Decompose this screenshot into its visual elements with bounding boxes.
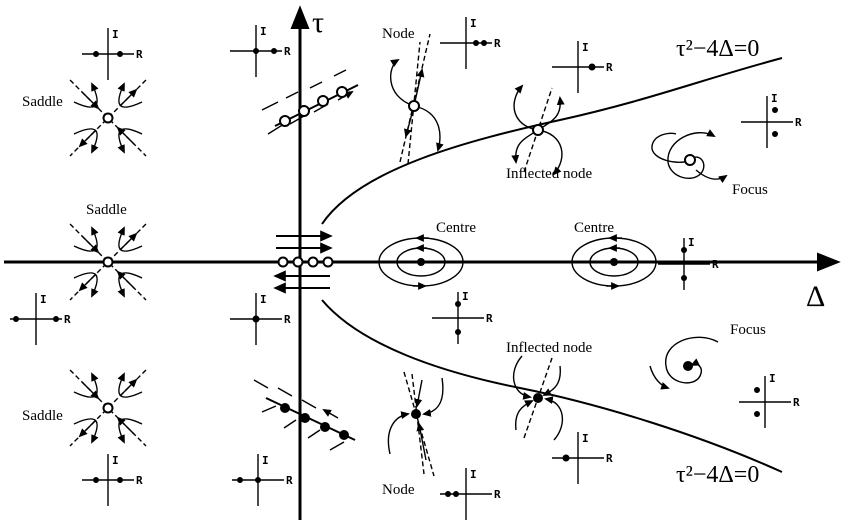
stable-focus-portrait (649, 336, 719, 390)
upper-curve-equation: τ²−4Δ=0 (676, 36, 759, 62)
centre-label-right: Centre (574, 220, 614, 236)
focus-label-lower: Focus (730, 322, 766, 338)
centre-portrait-right (571, 234, 657, 290)
saddle-portrait-top (70, 80, 146, 156)
svg-text:I: I (462, 290, 469, 303)
eigenvalue-plot-focus-lower: IR (739, 372, 800, 428)
svg-text:R: R (494, 37, 501, 50)
svg-text:I: I (112, 28, 119, 41)
eigenvalue-plot-origin: IR (230, 293, 291, 345)
focus-label-upper: Focus (732, 182, 768, 198)
svg-text:R: R (494, 488, 501, 501)
eigenvalue-plot-saddle-top: IR (82, 28, 143, 80)
fixed-line-portrait-upper (261, 69, 358, 135)
svg-text:R: R (136, 474, 143, 487)
svg-text:R: R (64, 313, 71, 326)
svg-text:I: I (470, 17, 477, 30)
svg-text:R: R (284, 313, 291, 326)
svg-text:R: R (793, 396, 800, 409)
fixed-line-portrait-lower (253, 379, 356, 451)
unstable-focus-portrait (651, 129, 728, 184)
svg-text:I: I (260, 293, 267, 306)
svg-text:R: R (712, 258, 719, 271)
svg-text:I: I (688, 236, 695, 249)
eigenvalue-plot-saddle-middle: IR (10, 293, 71, 345)
svg-text:I: I (582, 432, 589, 445)
svg-text:R: R (136, 48, 143, 61)
centre-label-left: Centre (436, 220, 476, 236)
svg-text:I: I (582, 41, 589, 54)
eigenvalue-plot-inflected-upper: IR (552, 41, 613, 93)
lower-curve-equation: τ²−4Δ=0 (676, 462, 759, 488)
centre-portrait-left (378, 234, 464, 290)
saddle-label-top: Saddle (22, 94, 63, 110)
eigenvalue-plot-saddle-bottom: IR (82, 454, 143, 506)
eigenvalue-plot-fixed-line-lower: IR (232, 454, 293, 506)
svg-text:I: I (771, 92, 778, 105)
delta-axis-label: Δ (806, 280, 825, 313)
svg-text:R: R (286, 474, 293, 487)
node-label-lower: Node (382, 482, 415, 498)
eigenvalue-plot-centre-right: IR (658, 236, 719, 290)
saddle-portrait-bottom (70, 370, 146, 446)
eigenvalue-plot-centre-left: IR (432, 290, 493, 344)
eigenvalue-plot-node-lower: IR (440, 468, 501, 520)
eigenvalue-plot-fixed-line-upper: IR (230, 25, 291, 77)
eigenvalue-plot-node-upper: IR (440, 17, 501, 69)
inflected-node-label-upper: Inflected node (506, 166, 593, 182)
svg-text:R: R (606, 61, 613, 74)
lower-parabola-curve (321, 299, 783, 473)
stable-node-portrait (387, 371, 444, 477)
unstable-node-portrait (389, 33, 444, 165)
svg-text:I: I (470, 468, 477, 481)
svg-text:R: R (486, 312, 493, 325)
origin-uniform-flow-portrait (273, 230, 334, 294)
svg-text:I: I (40, 293, 47, 306)
svg-text:I: I (112, 454, 119, 467)
svg-text:R: R (284, 45, 291, 58)
eigenvalue-plot-inflected-lower: IR (552, 432, 613, 484)
upper-parabola-curve (321, 57, 783, 225)
saddle-label-middle: Saddle (86, 202, 127, 218)
inflected-node-portrait-upper (511, 84, 565, 176)
svg-text:I: I (769, 372, 776, 385)
inflected-node-portrait-lower (512, 355, 564, 441)
svg-text:R: R (606, 452, 613, 465)
node-label-upper: Node (382, 26, 415, 42)
svg-text:I: I (262, 454, 269, 467)
saddle-label-bottom: Saddle (22, 408, 63, 424)
svg-text:I: I (260, 25, 267, 38)
eigenvalue-plot-focus-upper: IR (741, 92, 802, 148)
inflected-node-label-lower: Inflected node (506, 340, 593, 356)
svg-text:R: R (795, 116, 802, 129)
tau-axis-label: τ (312, 6, 324, 39)
